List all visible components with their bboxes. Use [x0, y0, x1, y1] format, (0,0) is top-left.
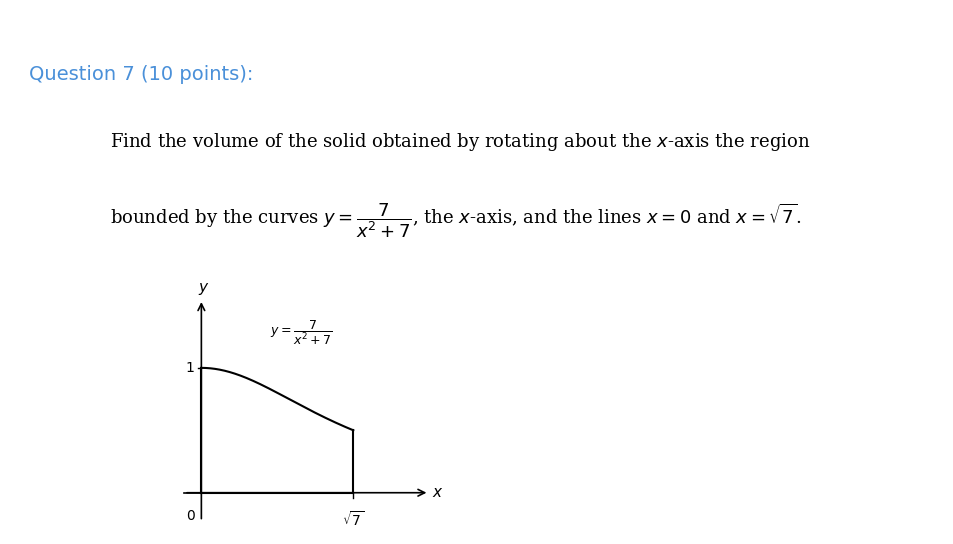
- Text: Question 7 (10 points):: Question 7 (10 points):: [29, 65, 253, 84]
- Text: $y$: $y$: [197, 281, 210, 296]
- Text: $y = \dfrac{7}{x^2 + 7}$: $y = \dfrac{7}{x^2 + 7}$: [270, 319, 332, 347]
- Text: bounded by the curves $y = \dfrac{7}{x^2 + 7}$, the $x$-axis, and the lines $x =: bounded by the curves $y = \dfrac{7}{x^2…: [110, 201, 800, 240]
- Text: $x$: $x$: [432, 485, 443, 500]
- Text: $0$: $0$: [186, 509, 195, 523]
- Text: Find the volume of the solid obtained by rotating about the $x$-axis the region: Find the volume of the solid obtained by…: [110, 131, 809, 152]
- Text: $\sqrt{7}$: $\sqrt{7}$: [342, 510, 364, 529]
- Text: $1$: $1$: [185, 361, 194, 375]
